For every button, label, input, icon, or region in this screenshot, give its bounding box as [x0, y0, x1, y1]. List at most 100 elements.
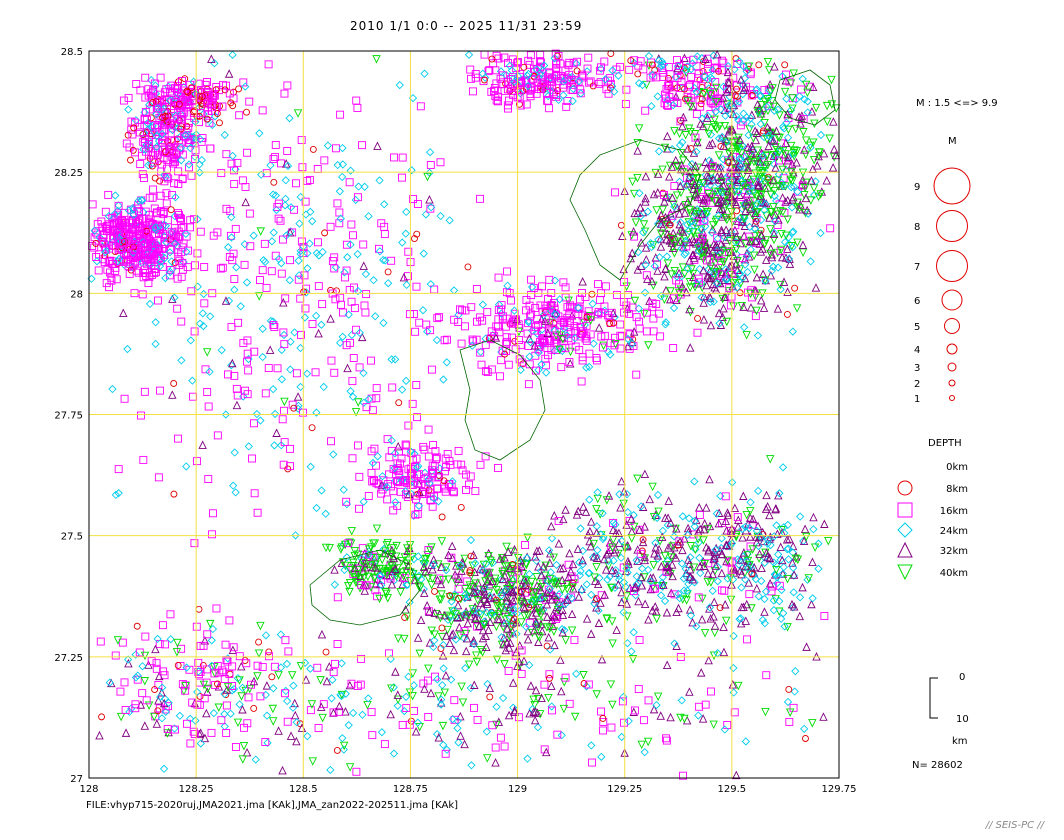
earthquake-marker: [402, 280, 411, 290]
earthquake-marker: [137, 151, 146, 160]
earthquake-marker: [492, 51, 501, 60]
earthquake-marker: [576, 524, 585, 533]
earthquake-marker: [151, 81, 160, 90]
earthquake-marker: [199, 680, 209, 690]
earthquake-marker: [364, 492, 373, 500]
earthquake-marker: [638, 564, 647, 573]
earthquake-marker: [362, 290, 371, 299]
earthquake-marker: [802, 205, 812, 215]
earthquake-marker: [765, 213, 774, 222]
earthquake-marker: [289, 681, 298, 690]
earthquake-marker: [183, 87, 191, 95]
earthquake-marker: [150, 230, 159, 239]
earthquake-marker: [722, 317, 732, 327]
earthquake-marker: [703, 245, 712, 254]
earthquake-marker: [169, 229, 178, 238]
earthquake-marker: [802, 532, 811, 542]
earthquake-marker: [708, 162, 717, 171]
earthquake-marker: [349, 354, 358, 362]
earthquake-marker: [189, 392, 198, 401]
earthquake-marker: [550, 54, 559, 63]
earthquake-marker: [186, 223, 194, 232]
earthquake-marker: [640, 469, 650, 479]
earthquake-marker: [157, 160, 166, 169]
earthquake-marker: [760, 276, 770, 285]
earthquake-marker: [780, 237, 790, 247]
earthquake-marker: [308, 217, 317, 226]
earthquake-marker: [645, 494, 654, 504]
earthquake-marker: [138, 290, 147, 299]
earthquake-marker: [188, 376, 197, 385]
earthquake-marker: [694, 503, 704, 512]
earthquake-marker: [152, 719, 162, 728]
earthquake-marker: [156, 90, 165, 99]
earthquake-marker: [619, 608, 628, 617]
earthquake-marker: [120, 678, 129, 687]
earthquake-marker: [649, 327, 658, 336]
earthquake-marker: [693, 52, 702, 61]
earthquake-marker: [749, 157, 759, 167]
earthquake-marker: [162, 85, 171, 94]
earthquake-marker: [729, 663, 738, 673]
earthquake-marker: [770, 106, 779, 115]
earthquake-marker: [153, 634, 162, 644]
earthquake-marker: [808, 594, 817, 603]
earthquake-marker: [140, 135, 149, 143]
earthquake-marker: [532, 65, 541, 74]
earthquake-marker: [466, 535, 476, 545]
earthquake-marker: [768, 84, 777, 93]
earthquake-marker: [330, 565, 339, 574]
earthquake-marker: [147, 130, 156, 139]
earthquake-marker: [758, 269, 768, 278]
earthquake-marker: [119, 255, 128, 264]
earthquake-marker: [504, 666, 513, 675]
earthquake-marker: [769, 229, 779, 239]
earthquake-marker: [783, 287, 792, 296]
earthquake-marker: [256, 276, 264, 285]
earthquake-marker: [717, 204, 727, 213]
earthquake-marker: [744, 578, 753, 587]
earthquake-marker: [819, 712, 828, 721]
earthquake-marker: [717, 225, 726, 235]
earthquake-marker: [736, 149, 746, 158]
earthquake-marker: [285, 276, 294, 285]
earthquake-marker: [642, 271, 651, 280]
earthquake-marker: [129, 210, 138, 219]
earthquake-marker: [807, 599, 816, 609]
earthquake-marker: [323, 141, 333, 150]
earthquake-marker: [736, 289, 744, 297]
earthquake-marker: [159, 114, 166, 121]
earthquake-marker: [743, 267, 752, 277]
earthquake-marker: [701, 54, 710, 63]
earthquake-marker: [586, 330, 595, 339]
earthquake-marker: [774, 156, 783, 165]
earthquake-marker: [711, 97, 721, 107]
earthquake-marker: [367, 468, 376, 477]
earthquake-marker: [593, 545, 602, 555]
earthquake-marker: [174, 88, 183, 97]
earthquake-marker: [167, 206, 175, 214]
earthquake-marker: [478, 300, 487, 309]
earthquake-marker: [409, 681, 418, 690]
earthquake-marker: [808, 138, 818, 147]
earthquake-marker: [662, 660, 672, 669]
earthquake-marker: [136, 411, 145, 420]
earthquake-marker: [345, 178, 354, 187]
earthquake-marker: [457, 339, 466, 348]
earthquake-marker: [712, 242, 722, 251]
earthquake-marker: [559, 514, 568, 524]
earthquake-marker: [193, 687, 202, 697]
earthquake-marker: [754, 106, 763, 116]
earthquake-marker: [491, 66, 500, 75]
earthquake-marker: [781, 231, 791, 241]
earthquake-marker: [774, 170, 784, 179]
earthquake-marker: [714, 211, 723, 220]
earthquake-marker: [732, 232, 741, 241]
earthquake-marker: [769, 136, 778, 145]
earthquake-marker: [592, 505, 601, 514]
earthquake-marker: [808, 82, 818, 92]
earthquake-marker: [546, 674, 553, 682]
earthquake-marker: [636, 57, 645, 66]
earthquake-marker: [140, 114, 149, 123]
earthquake-marker: [787, 183, 796, 192]
